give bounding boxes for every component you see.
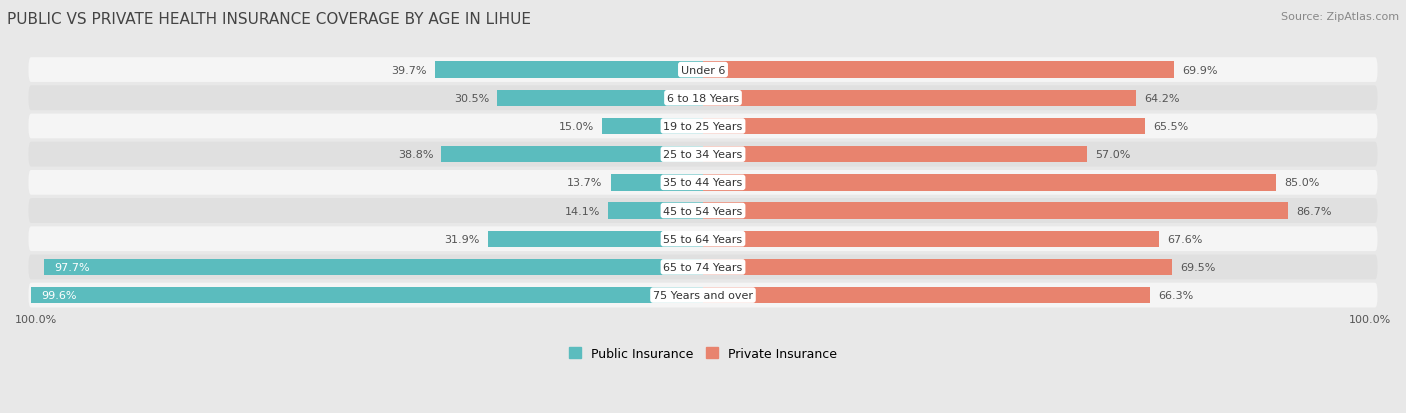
Text: 39.7%: 39.7% [392, 65, 427, 76]
Text: 69.9%: 69.9% [1182, 65, 1218, 76]
Text: 65.5%: 65.5% [1153, 122, 1188, 132]
Bar [703, 203, 1288, 219]
Bar [703, 287, 1150, 304]
Bar [703, 90, 1136, 107]
Text: 35 to 44 Years: 35 to 44 Years [664, 178, 742, 188]
Text: 30.5%: 30.5% [454, 94, 489, 104]
Text: 45 to 54 Years: 45 to 54 Years [664, 206, 742, 216]
Text: 85.0%: 85.0% [1285, 178, 1320, 188]
Bar [602, 119, 703, 135]
Bar [441, 147, 703, 163]
FancyBboxPatch shape [28, 58, 1378, 83]
FancyBboxPatch shape [28, 283, 1378, 308]
Text: 13.7%: 13.7% [567, 178, 603, 188]
Text: 100.0%: 100.0% [1348, 315, 1391, 325]
Text: 69.5%: 69.5% [1180, 262, 1215, 272]
FancyBboxPatch shape [28, 171, 1378, 195]
Legend: Public Insurance, Private Insurance: Public Insurance, Private Insurance [564, 342, 842, 365]
FancyBboxPatch shape [28, 255, 1378, 280]
FancyBboxPatch shape [28, 199, 1378, 223]
Text: 75 Years and over: 75 Years and over [652, 290, 754, 300]
Bar [31, 287, 703, 304]
Text: Source: ZipAtlas.com: Source: ZipAtlas.com [1281, 12, 1399, 22]
Text: 38.8%: 38.8% [398, 150, 433, 160]
Bar [498, 90, 703, 107]
Text: 66.3%: 66.3% [1159, 290, 1194, 300]
Text: 14.1%: 14.1% [564, 206, 600, 216]
Bar [703, 231, 1159, 247]
Bar [610, 175, 703, 191]
Text: 100.0%: 100.0% [15, 315, 58, 325]
Bar [703, 147, 1087, 163]
Text: 25 to 34 Years: 25 to 34 Years [664, 150, 742, 160]
Text: 86.7%: 86.7% [1296, 206, 1331, 216]
Bar [703, 259, 1171, 275]
Bar [44, 259, 703, 275]
FancyBboxPatch shape [28, 227, 1378, 252]
Text: 15.0%: 15.0% [558, 122, 593, 132]
Text: 99.6%: 99.6% [41, 290, 77, 300]
Bar [607, 203, 703, 219]
Text: 57.0%: 57.0% [1095, 150, 1130, 160]
Bar [703, 175, 1277, 191]
Text: 97.7%: 97.7% [53, 262, 90, 272]
Bar [703, 62, 1174, 78]
Text: Under 6: Under 6 [681, 65, 725, 76]
Text: 6 to 18 Years: 6 to 18 Years [666, 94, 740, 104]
FancyBboxPatch shape [28, 142, 1378, 167]
Text: 19 to 25 Years: 19 to 25 Years [664, 122, 742, 132]
Text: 67.6%: 67.6% [1167, 234, 1202, 244]
Bar [488, 231, 703, 247]
FancyBboxPatch shape [28, 86, 1378, 111]
Text: PUBLIC VS PRIVATE HEALTH INSURANCE COVERAGE BY AGE IN LIHUE: PUBLIC VS PRIVATE HEALTH INSURANCE COVER… [7, 12, 531, 27]
Text: 64.2%: 64.2% [1144, 94, 1180, 104]
Bar [703, 119, 1144, 135]
Bar [436, 62, 703, 78]
Text: 65 to 74 Years: 65 to 74 Years [664, 262, 742, 272]
Text: 55 to 64 Years: 55 to 64 Years [664, 234, 742, 244]
FancyBboxPatch shape [28, 114, 1378, 139]
Text: 31.9%: 31.9% [444, 234, 479, 244]
